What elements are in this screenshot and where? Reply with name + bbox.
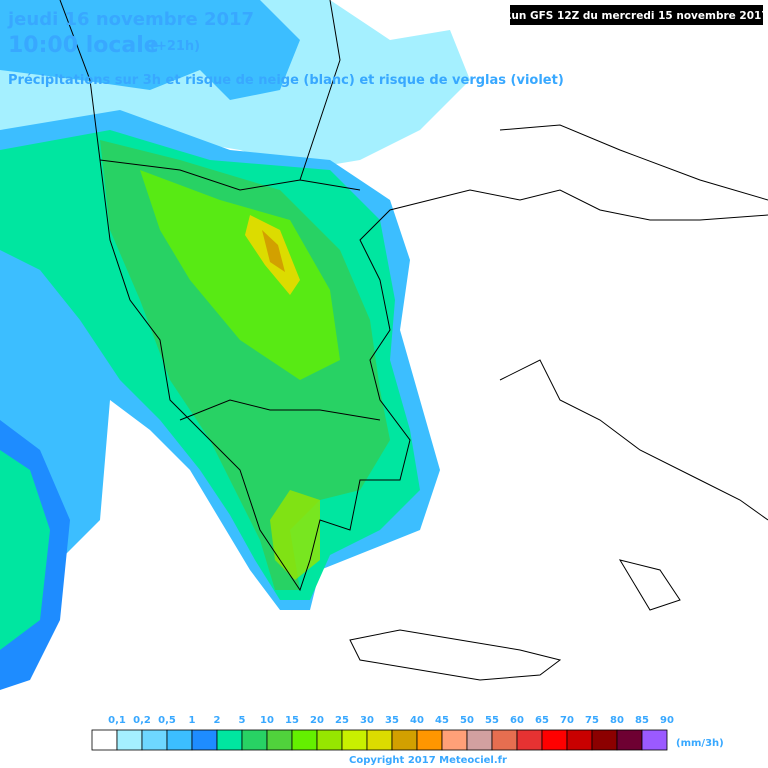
legend-swatch	[566, 729, 593, 751]
legend-label: 2	[214, 715, 221, 726]
legend-label: 90	[660, 715, 674, 726]
legend-label: 70	[560, 715, 574, 726]
legend-swatch	[641, 729, 668, 751]
legend-label: 35	[385, 715, 399, 726]
legend-label: 55	[485, 715, 499, 726]
map-subtitle: Précipitations sur 3h et risque de neige…	[8, 73, 564, 88]
legend-label: 20	[310, 715, 324, 726]
legend-swatch	[166, 729, 193, 751]
legend-label: 60	[510, 715, 524, 726]
forecast-date: jeudi 16 novembre 2017	[7, 9, 254, 30]
legend-swatch	[341, 729, 368, 751]
legend-swatch	[416, 729, 443, 751]
legend-label: 45	[435, 715, 449, 726]
legend: 0,1 0,2 0,5 1 2 5 10 15 20 25 30 35 40 45 50 55 60 65 70 75…	[91, 715, 674, 751]
coastlines	[59, 0, 768, 681]
legend-label: 0,2	[133, 715, 151, 726]
legend-swatch	[141, 729, 168, 751]
legend-swatch	[616, 729, 643, 751]
legend-label: 0,5	[158, 715, 176, 726]
legend-swatch	[366, 729, 393, 751]
legend-swatch	[191, 729, 218, 751]
copyright: Copyright 2017 Meteociel.fr	[349, 755, 507, 766]
legend-label: 0,1	[108, 715, 126, 726]
legend-label: 40	[410, 715, 424, 726]
legend-swatch	[491, 729, 518, 751]
legend-swatch	[241, 729, 268, 751]
legend-label: 80	[610, 715, 624, 726]
legend-label: 30	[360, 715, 374, 726]
legend-label: 65	[535, 715, 549, 726]
legend-label: 75	[585, 715, 599, 726]
run-banner	[510, 5, 763, 25]
legend-swatch	[441, 729, 468, 751]
legend-swatch	[291, 729, 318, 751]
legend-label: 50	[460, 715, 474, 726]
legend-label: 10	[260, 715, 274, 726]
legend-swatch	[391, 729, 418, 751]
legend-label: 25	[335, 715, 349, 726]
legend-label: 1	[189, 715, 196, 726]
legend-swatch	[541, 729, 568, 751]
legend-swatch	[316, 729, 343, 751]
legend-label: 15	[285, 715, 299, 726]
legend-label: 85	[635, 715, 649, 726]
legend-label: 5	[239, 715, 246, 726]
legend-swatch	[591, 729, 618, 751]
legend-unit: (mm/3h)	[676, 738, 724, 749]
legend-swatch	[91, 729, 118, 751]
legend-swatch	[466, 729, 493, 751]
legend-swatch	[216, 729, 243, 751]
legend-swatch	[266, 729, 293, 751]
legend-swatch	[516, 729, 543, 751]
forecast-offset: (+21h)	[150, 39, 200, 54]
legend-swatch	[116, 729, 143, 751]
forecast-time: 10:00 locale	[8, 33, 159, 58]
run-info: Run GFS 12Z du mercredi 15 novembre 2017	[503, 10, 768, 22]
precipitation-field	[0, 0, 470, 690]
